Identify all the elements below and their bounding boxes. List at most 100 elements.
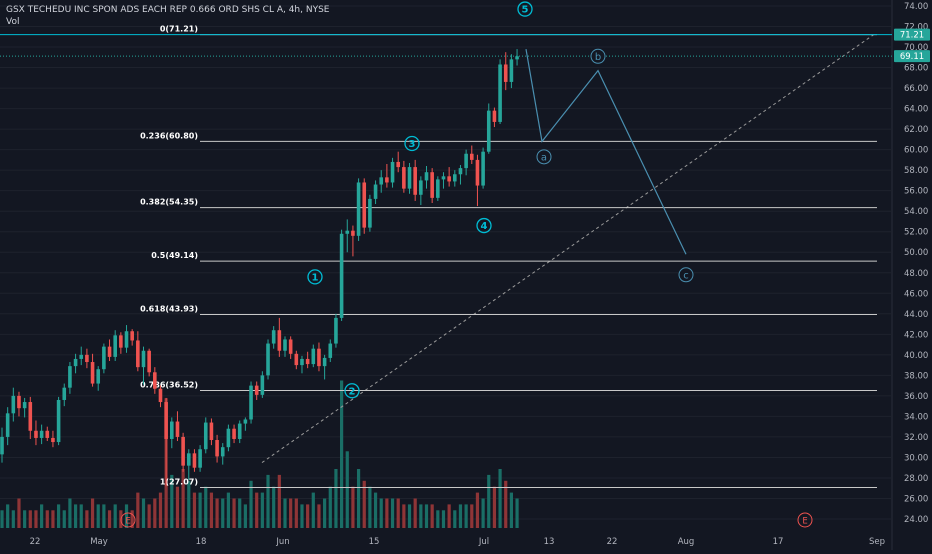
projection-label-circle	[590, 48, 606, 64]
volume-bar	[57, 504, 61, 528]
symbol-title: GSX TECHEDU INC SPON ADS EACH REP 0.666 …	[6, 5, 330, 15]
volume-bar	[441, 510, 446, 528]
volume-bar	[453, 510, 457, 528]
candle-body	[34, 430, 38, 438]
volume-bar	[362, 480, 366, 528]
wave-label-circle	[517, 1, 533, 17]
candle-body	[503, 64, 508, 82]
y-tick-label: 46.00	[904, 289, 928, 299]
y-tick-label: 40.00	[904, 351, 928, 361]
volume-bar	[187, 480, 191, 528]
y-tick-label: 68.00	[904, 64, 928, 74]
candle-body	[107, 346, 112, 357]
candle-body	[232, 428, 236, 439]
volume-bar	[504, 480, 508, 528]
volume-bar	[345, 451, 349, 528]
wave-label-5: 5	[522, 5, 529, 16]
candle-body	[345, 230, 350, 234]
volume-bar	[289, 498, 293, 528]
volume-bar	[430, 504, 434, 528]
volume-bar	[68, 498, 72, 528]
volume-bar	[458, 504, 463, 528]
candle-body	[237, 423, 242, 439]
price-tag: 69.11	[900, 52, 924, 62]
candle-body	[368, 198, 372, 228]
wave-label-4: 4	[481, 221, 488, 232]
candle-body	[356, 182, 361, 236]
candle-body	[215, 439, 219, 457]
volume-bar	[198, 492, 202, 528]
candle-body	[147, 350, 151, 373]
wave-label-circle	[344, 383, 360, 399]
volume-bar	[470, 504, 474, 528]
candle-body	[158, 388, 163, 403]
candle-body	[203, 422, 208, 450]
y-tick-label: 58.00	[904, 166, 928, 176]
volume-bar	[464, 504, 468, 528]
candle-body	[509, 59, 514, 82]
candle-body	[68, 366, 72, 388]
price-tag-box	[894, 28, 930, 41]
candle-body	[311, 348, 316, 365]
x-tick-label: Aug	[678, 537, 695, 547]
fib-label-0.5: 0.5(49.14)	[151, 251, 198, 260]
projection-label-c: c	[683, 270, 689, 281]
y-tick-label: 62.00	[904, 125, 928, 135]
candle-body	[300, 358, 304, 366]
volume-bar	[102, 504, 106, 528]
volume-bar	[153, 498, 157, 528]
volume-bar	[396, 498, 400, 528]
earnings-marker: E	[125, 517, 130, 527]
candle-body	[464, 153, 468, 169]
volume-bar	[385, 498, 389, 528]
trendline	[261, 33, 876, 463]
volume-bar	[158, 492, 163, 528]
y-tick-label: 30.00	[904, 453, 928, 463]
volume-bar	[402, 504, 406, 528]
volume-bar	[136, 492, 140, 528]
fib-label-0.236: 0.236(60.80)	[140, 131, 198, 140]
earnings-marker: E	[802, 517, 807, 527]
y-tick-label: 74.00	[904, 2, 928, 12]
candle-body	[288, 339, 293, 354]
candle-body	[85, 354, 89, 363]
candle-body	[249, 385, 253, 420]
volume-bar	[379, 498, 383, 528]
wave-label-2: 2	[349, 386, 356, 397]
candle-body	[226, 428, 231, 448]
earnings-marker-circle	[797, 512, 813, 528]
volume-bar	[62, 510, 66, 528]
wave-label-circle	[404, 135, 420, 152]
candle-body	[486, 110, 491, 152]
volume-bar	[311, 492, 315, 528]
volume-bar	[130, 510, 134, 528]
candle-body	[260, 375, 265, 395]
candle-body	[28, 402, 33, 431]
volume-bar	[45, 510, 49, 528]
candle-body	[153, 372, 157, 389]
volume-bar	[492, 486, 497, 528]
candle-body	[39, 430, 44, 438]
volume-bar	[0, 510, 4, 528]
candle-body	[220, 447, 225, 457]
candle-body	[209, 422, 214, 440]
volume-bar	[447, 504, 451, 528]
volume-bar	[390, 498, 395, 528]
y-tick-label: 64.00	[904, 105, 928, 115]
volume-bar	[419, 504, 423, 528]
wave-label-circle	[307, 269, 323, 285]
candle-body	[136, 340, 140, 368]
volume-bar	[373, 492, 378, 528]
y-tick-label: 54.00	[904, 207, 928, 217]
x-tick-label: 22	[607, 537, 618, 547]
candle-body	[5, 413, 10, 437]
wave-label-circle	[476, 217, 492, 234]
volume-bar	[243, 504, 247, 528]
volume-bar	[141, 498, 146, 528]
price-tag-box	[894, 50, 930, 63]
candle-body	[373, 184, 378, 199]
volume-bar	[17, 498, 21, 528]
volume-bar	[23, 510, 27, 528]
